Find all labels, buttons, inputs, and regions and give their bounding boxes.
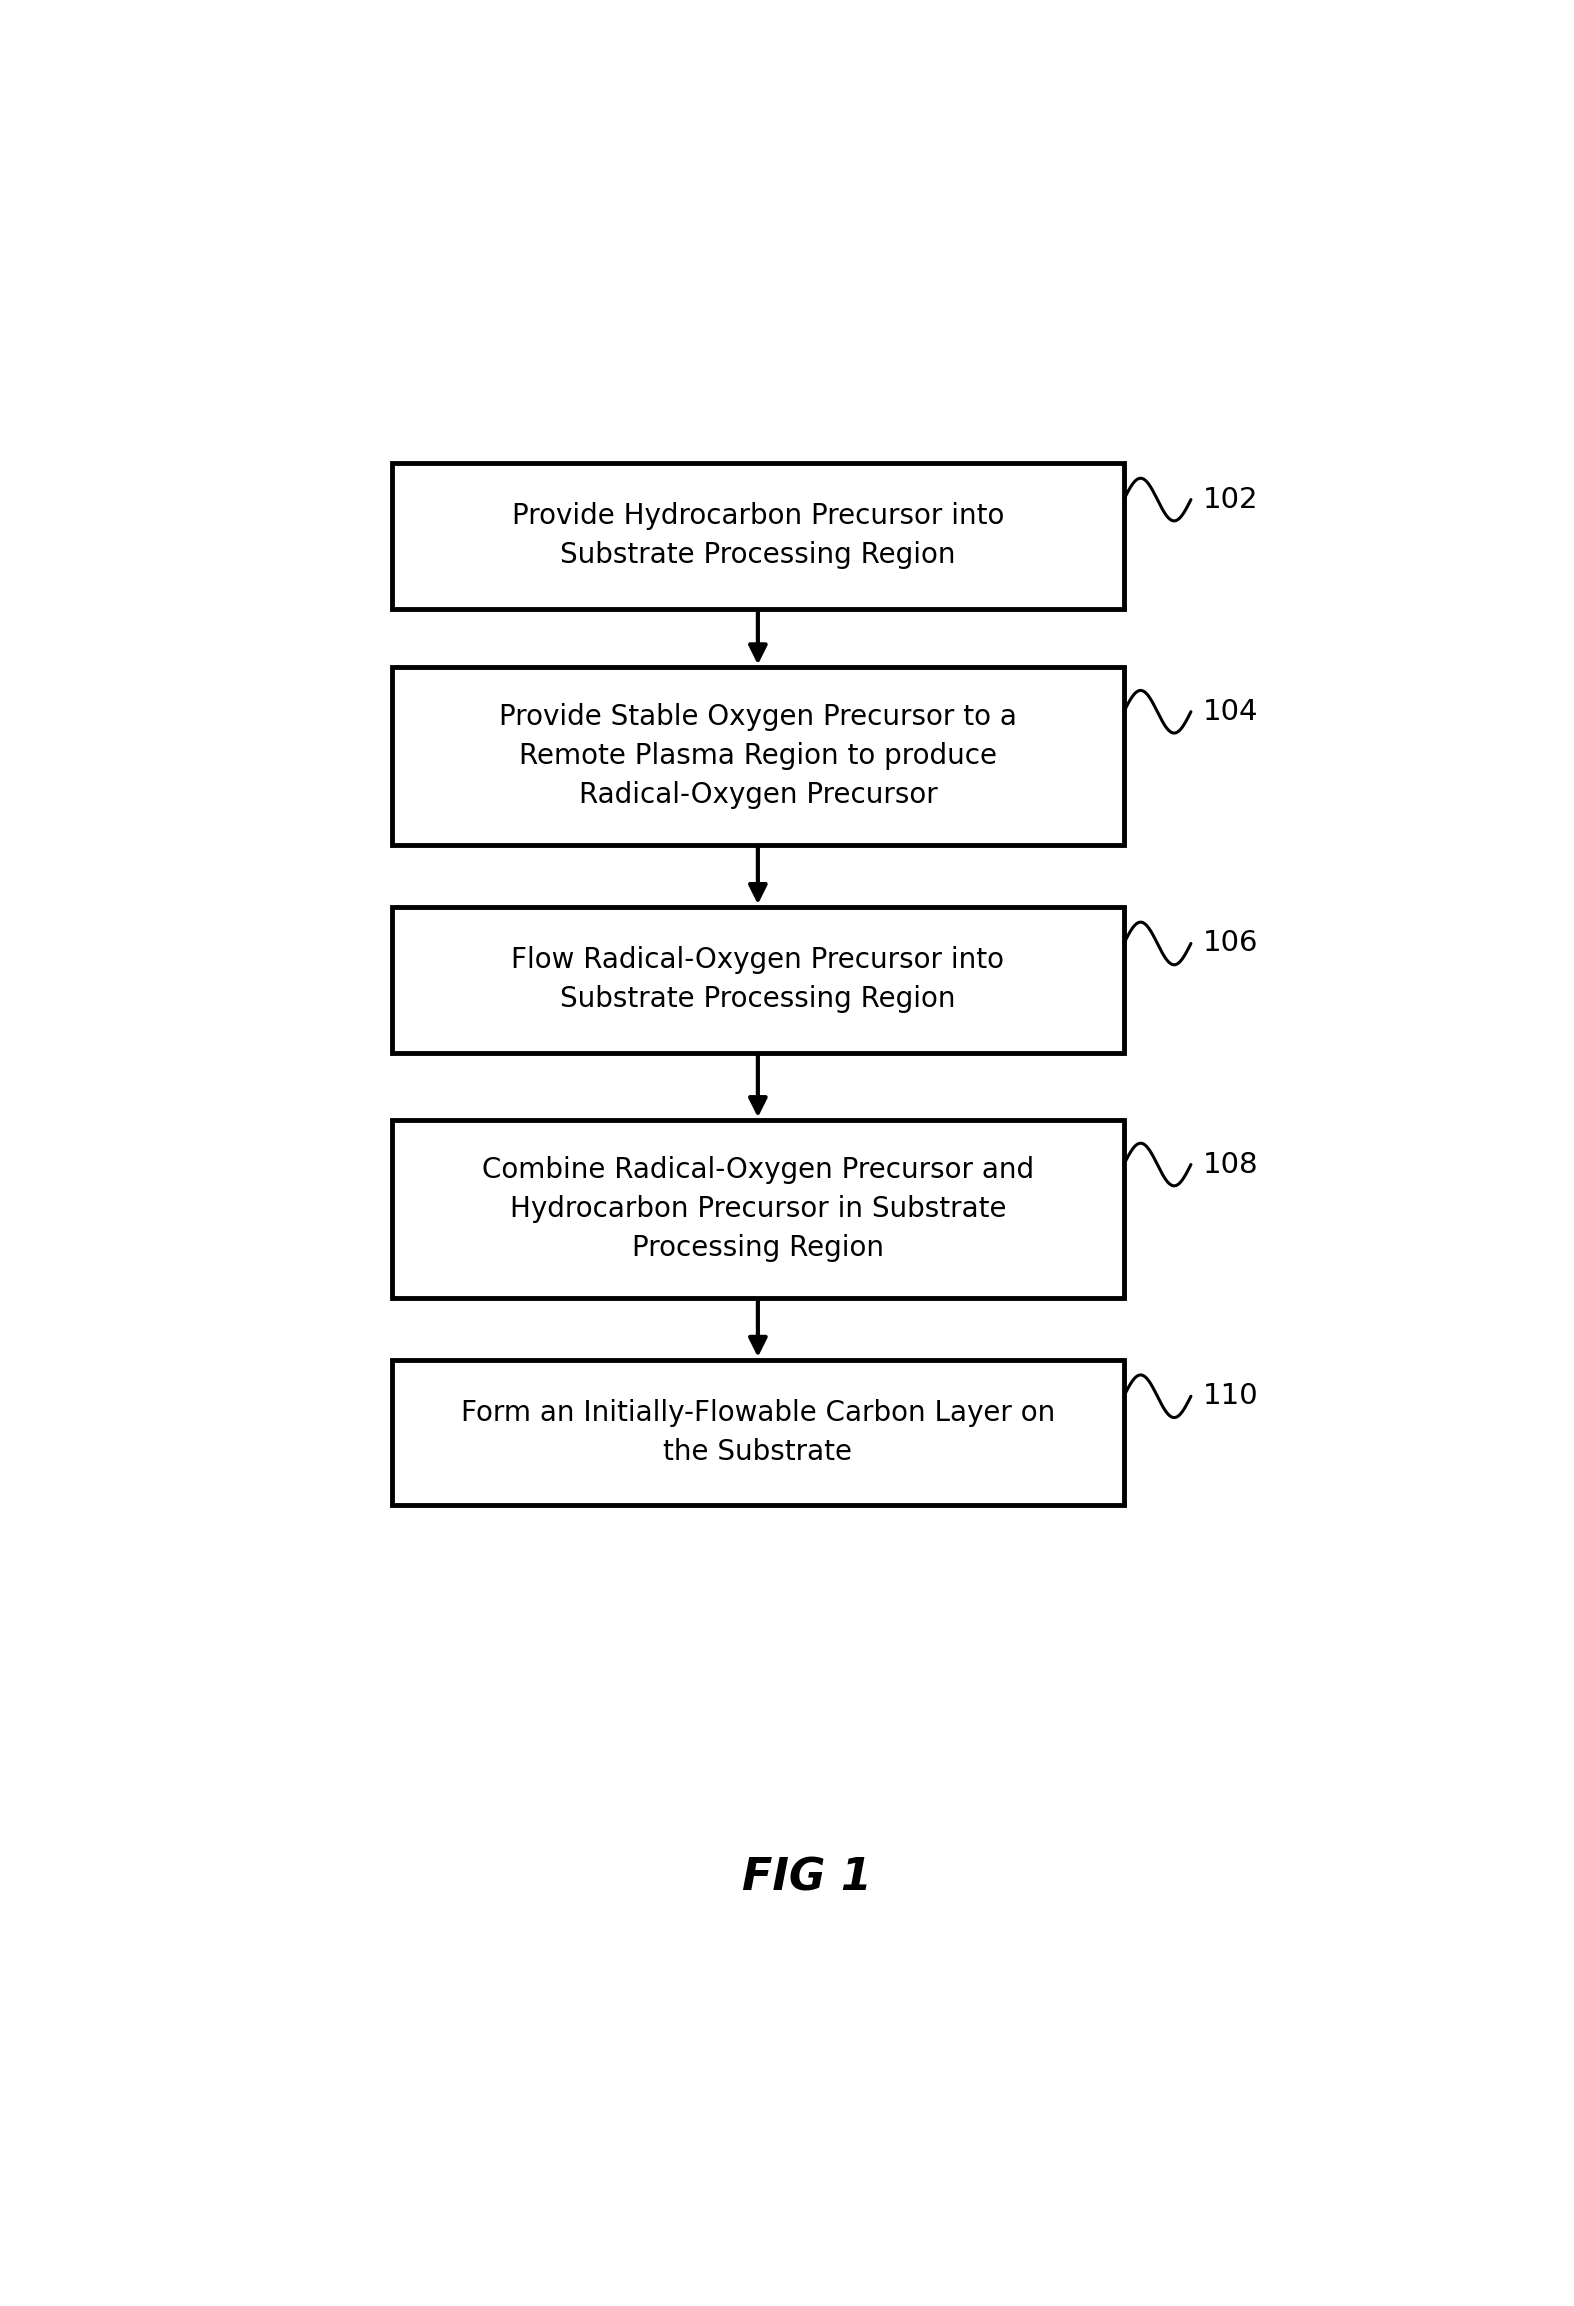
Text: Form an Initially-Flowable Carbon Layer on
the Substrate: Form an Initially-Flowable Carbon Layer … [461,1400,1055,1467]
FancyBboxPatch shape [392,666,1124,844]
FancyBboxPatch shape [392,464,1124,609]
Text: Combine Radical-Oxygen Precursor and
Hydrocarbon Precursor in Substrate
Processi: Combine Radical-Oxygen Precursor and Hyd… [482,1155,1034,1261]
Text: 110: 110 [1203,1381,1259,1411]
FancyBboxPatch shape [392,1361,1124,1506]
FancyBboxPatch shape [392,1121,1124,1298]
Text: 108: 108 [1203,1151,1259,1178]
Text: 102: 102 [1203,487,1259,514]
Text: Provide Hydrocarbon Precursor into
Substrate Processing Region: Provide Hydrocarbon Precursor into Subst… [512,503,1004,570]
Text: Provide Stable Oxygen Precursor to a
Remote Plasma Region to produce
Radical-Oxy: Provide Stable Oxygen Precursor to a Rem… [499,703,1017,809]
Text: FIG 1: FIG 1 [741,1856,872,1900]
Text: 106: 106 [1203,929,1259,957]
FancyBboxPatch shape [392,906,1124,1052]
Text: 104: 104 [1203,699,1259,726]
Text: Flow Radical-Oxygen Precursor into
Substrate Processing Region: Flow Radical-Oxygen Precursor into Subst… [512,945,1004,1012]
